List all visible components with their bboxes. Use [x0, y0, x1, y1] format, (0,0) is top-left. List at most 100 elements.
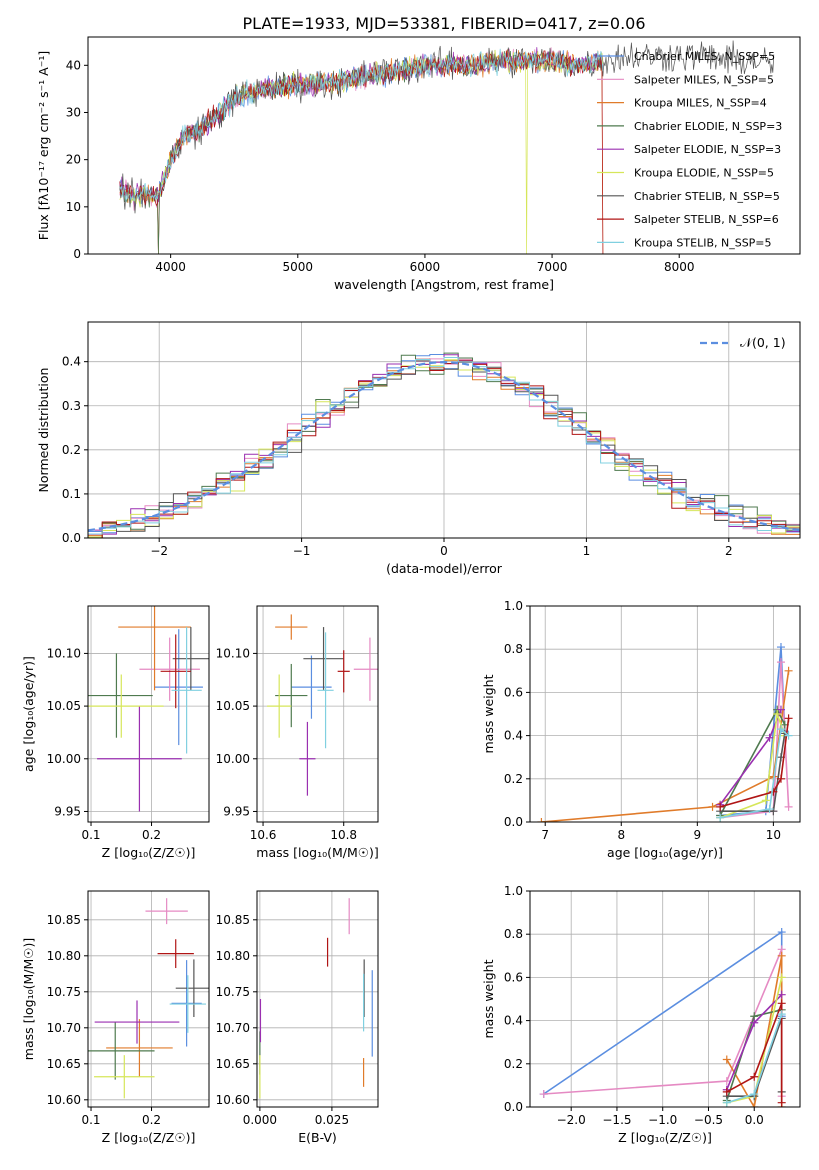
- axes-frame: [256, 605, 379, 823]
- legend-label: Kroupa MILES, N_SSP=4: [634, 97, 767, 110]
- mass-vs-z-panel: 0.1 0.2 10.60 10.65 10.70 10.75 10.80 10.85 Z [l…: [21, 890, 210, 1145]
- x-tick-label: 0.025: [315, 1113, 349, 1127]
- weight-line-salpeter_stelib: [716, 714, 793, 811]
- y-tick-label: 0.2: [62, 443, 81, 457]
- x-tick-label: 6000: [410, 260, 441, 274]
- axes-frame: [529, 605, 801, 823]
- weight-marker: [761, 796, 770, 805]
- y-tick-label: 1.0: [504, 599, 523, 613]
- x-tick-label: 10.6: [250, 828, 277, 842]
- legend-label: Kroupa ELODIE, N_SSP=5: [634, 167, 774, 180]
- weight-marker: [784, 802, 793, 811]
- weight-marker: [769, 787, 778, 796]
- weight-marker: [708, 802, 717, 811]
- weight-marker: [750, 1103, 759, 1107]
- age-vs-z-marks: [88, 606, 209, 812]
- y-tick-label: 0.4: [504, 1014, 523, 1028]
- y-tick-label: 10.00: [47, 752, 81, 766]
- axes-frame: [87, 36, 801, 255]
- errorbar-chabrier_stelib: [303, 627, 344, 691]
- x-axis-label: Z [log₁₀(Z/Z☉)]: [102, 845, 196, 860]
- legend-label: Chabrier MILES, N_SSP=5: [634, 50, 775, 63]
- axes-frame: [529, 890, 801, 1108]
- mass-vs-z-marks: [88, 898, 209, 1099]
- y-tick-label: 0.8: [504, 642, 523, 656]
- errorbar-chabrier_elodie: [88, 653, 153, 738]
- y-tick-label: 10.60: [216, 1093, 250, 1107]
- x-tick-label: −2.0: [557, 1113, 586, 1127]
- weight-line-salpeter_stelib: [722, 999, 786, 1107]
- x-tick-label: 0.0: [745, 1113, 764, 1127]
- y-tick-label: 10.70: [47, 1021, 81, 1035]
- errorbar-kroupa_elodie: [88, 674, 164, 738]
- legend-label: Salpeter ELODIE, N_SSP=3: [634, 143, 781, 156]
- y-axis-label: Normed distribution: [36, 368, 51, 493]
- x-tick-label: 0.1: [81, 1113, 100, 1127]
- errorbar-kroupa_stelib: [169, 975, 206, 1033]
- legend-label: Salpeter STELIB, N_SSP=6: [634, 213, 779, 226]
- y-axis-label: age [log₁₀(age/yr)]: [21, 656, 36, 772]
- errorbar-chabrier_elodie: [88, 1022, 155, 1080]
- weight-path: [719, 718, 790, 808]
- residual-histogram-marks: [88, 352, 800, 538]
- y-tick-label: 0: [73, 247, 81, 261]
- errorbar-salpeter_miles: [139, 637, 200, 701]
- errorbar-chabrier_stelib: [172, 627, 209, 691]
- x-tick-label: 0: [440, 544, 448, 558]
- mass-weight-vs-z-marks: [539, 928, 786, 1107]
- y-tick-label: 10.65: [216, 1057, 250, 1071]
- weight-marker: [777, 1010, 786, 1019]
- y-tick-label: 10: [66, 200, 81, 214]
- weight-marker: [777, 990, 786, 999]
- x-axis-label: age [log₁₀(age/yr)]: [607, 845, 723, 860]
- weight-path: [541, 670, 790, 822]
- errorbar-kroupa_elodie: [267, 674, 292, 738]
- weight-marker: [784, 666, 793, 675]
- y-tick-label: 0.2: [504, 772, 523, 786]
- x-axis-label: E(B-V): [298, 1130, 337, 1145]
- weight-marker: [765, 733, 774, 742]
- weight-marker: [776, 774, 785, 783]
- y-tick-label: 9.95: [54, 804, 81, 818]
- mass-weight-vs-age-marks: [537, 643, 793, 822]
- y-tick-label: 0.6: [504, 685, 523, 699]
- errorbar-salpeter_stelib: [337, 650, 350, 693]
- legend-label: Salpeter MILES, N_SSP=5: [634, 73, 774, 86]
- x-tick-label: 5000: [283, 260, 314, 274]
- y-tick-label: 1.0: [504, 884, 523, 898]
- x-tick-label: 9: [694, 828, 702, 842]
- x-tick-label: 7: [541, 828, 549, 842]
- x-tick-label: 4000: [155, 260, 186, 274]
- errorbar-salpeter_elodie: [94, 1000, 180, 1044]
- errorbar-kroupa_elodie: [94, 1055, 155, 1099]
- y-tick-label: 10.75: [47, 985, 81, 999]
- x-tick-label: 0.000: [243, 1113, 277, 1127]
- weight-marker: [777, 951, 786, 960]
- normal-curve: [88, 360, 800, 532]
- y-tick-label: 0.0: [504, 815, 523, 829]
- y-tick-label: 9.95: [223, 804, 250, 818]
- y-axis-label: mass [log₁₀(M/M☉)]: [21, 938, 36, 1060]
- x-axis-label: Z [log₁₀(Z/Z☉)]: [102, 1130, 196, 1145]
- x-tick-label: 2: [725, 544, 733, 558]
- weight-path: [719, 727, 790, 819]
- x-tick-label: 0.2: [142, 828, 161, 842]
- residual-histogram-panel: −2 −1 0 1 2 0.0 0.1 0.2 0.3 0.4 (data-model)/error…: [36, 321, 801, 576]
- mass-vs-ebv-marks: [259, 898, 373, 1099]
- axes-frame: [87, 890, 210, 1108]
- weight-marker: [776, 643, 785, 652]
- spectrum-panel: 4000 5000 6000 7000 8000 0 10 20 30 40 wavelength …: [36, 36, 801, 292]
- y-tick-label: 10.80: [47, 949, 81, 963]
- errorbar-chabrier_elodie: [275, 663, 308, 728]
- weight-line-kroupa_stelib: [722, 1010, 786, 1107]
- age-vs-mass-panel: 10.6 10.8 9.95 10.00 10.05 10.10 mass [log₁₀(M…: [216, 605, 379, 860]
- weight-marker: [776, 705, 785, 714]
- y-tick-label: 10.00: [216, 752, 250, 766]
- y-axis-label: mass weight: [481, 959, 496, 1038]
- x-tick-label: 0.1: [81, 828, 100, 842]
- legend-label: Kroupa STELIB, N_SSP=5: [634, 236, 772, 249]
- errorbar-kroupa_stelib: [317, 632, 334, 749]
- weight-marker: [750, 1072, 759, 1081]
- errorbar-chabrier_miles: [171, 960, 202, 1047]
